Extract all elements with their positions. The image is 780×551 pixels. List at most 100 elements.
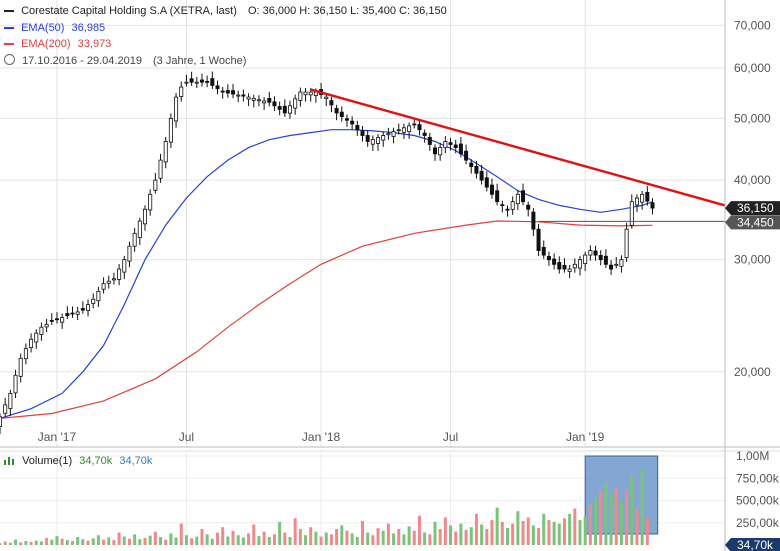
- candle-body: [148, 193, 153, 211]
- candle-body: [111, 278, 116, 281]
- candle-body: [339, 111, 344, 117]
- volume-bar: [107, 537, 111, 545]
- volume-bar: [216, 532, 219, 545]
- candle-body: [422, 132, 427, 136]
- instrument-title: Corestate Capital Holding S.A (XETRA, la…: [21, 5, 237, 17]
- candle-body: [86, 304, 91, 312]
- candle-body: [163, 141, 168, 163]
- support-price-tag: 34,450: [737, 215, 774, 229]
- candle-body: [75, 311, 80, 315]
- candle-body: [184, 81, 189, 84]
- volume-bar: [366, 532, 370, 545]
- candle-body: [495, 190, 500, 203]
- volume-bar: [257, 536, 261, 545]
- volume-bar: [236, 535, 240, 545]
- volume-bar: [640, 469, 644, 545]
- candle-body: [96, 290, 101, 302]
- volume-bar: [50, 539, 54, 545]
- candle-body: [49, 319, 54, 322]
- candle-body: [396, 129, 401, 132]
- volume-bar: [402, 534, 406, 545]
- candle-body: [199, 79, 204, 83]
- volume-bar: [449, 525, 453, 545]
- last-price-tag-box: [725, 201, 780, 216]
- volume-bar: [179, 523, 183, 545]
- candle-body: [117, 268, 122, 280]
- legend-ema50: EMA(50) 36,985: [4, 22, 105, 34]
- candle-body: [552, 258, 557, 265]
- candle-body: [13, 374, 18, 394]
- volume-bar: [537, 528, 541, 545]
- volume-bar: [599, 491, 603, 545]
- volume-bar: [614, 488, 618, 545]
- candle-body: [432, 147, 437, 155]
- volume-bar: [210, 538, 214, 545]
- volume-bar: [127, 538, 131, 545]
- x-tick-label: Jan '19: [566, 430, 605, 444]
- candle-body: [412, 123, 417, 126]
- ema50-line: [0, 129, 653, 419]
- volume-bar: [8, 542, 12, 545]
- y-tick-label: 60,000: [734, 61, 771, 75]
- volume-bar: [609, 493, 613, 545]
- volume-bar: [164, 539, 168, 545]
- candle-body: [44, 323, 49, 328]
- volume-bar: [102, 539, 106, 545]
- volume-bar: [247, 533, 251, 545]
- candle-body: [29, 338, 34, 348]
- candle-body: [614, 263, 619, 266]
- candle-body: [350, 120, 355, 125]
- candle-body: [562, 264, 567, 270]
- candle-body: [401, 127, 406, 133]
- volume-bar: [226, 536, 230, 545]
- candle-body: [578, 259, 583, 269]
- candle-body: [334, 108, 339, 114]
- volume-bar: [521, 520, 525, 545]
- volume-bar: [76, 536, 80, 545]
- ema200-line: [0, 220, 653, 419]
- candle-body: [619, 259, 624, 267]
- volume-bar: [464, 529, 468, 545]
- candle-body: [137, 220, 142, 238]
- candle-body: [194, 81, 199, 84]
- volume-bar: [412, 530, 416, 545]
- candle-body: [23, 348, 28, 360]
- volume-bar: [381, 530, 385, 545]
- x-tick-label: Jan '18: [302, 430, 341, 444]
- candle-body: [640, 193, 645, 203]
- candle-body: [277, 106, 282, 110]
- candle-body: [210, 78, 215, 86]
- volume-bar: [392, 533, 396, 545]
- candle-body: [142, 208, 147, 225]
- volume-tick-label: 750,00k: [736, 471, 780, 485]
- candle-body: [629, 201, 634, 226]
- volume-bar: [474, 513, 478, 545]
- candle-body: [438, 147, 443, 156]
- volume-bar: [433, 521, 437, 545]
- volume-bar: [71, 540, 74, 545]
- volume-bar: [438, 528, 442, 545]
- candle-body: [448, 142, 453, 145]
- candle-body: [484, 177, 489, 188]
- candle-body: [531, 211, 536, 230]
- candle-body: [65, 313, 70, 317]
- volume-bar: [361, 520, 364, 545]
- candle-body: [489, 184, 494, 195]
- candle-body: [500, 204, 505, 207]
- volume-bar: [542, 513, 546, 545]
- candle-body: [474, 165, 479, 174]
- candle-body: [370, 139, 375, 145]
- candle-body: [355, 125, 360, 131]
- candle-body: [262, 100, 267, 104]
- candle-body: [603, 255, 608, 265]
- volume-tick-label: 250,00k: [736, 516, 780, 530]
- volume-bar: [34, 540, 38, 545]
- volume-bar: [65, 540, 69, 545]
- candle-body: [541, 246, 546, 256]
- trend-line: [310, 88, 726, 207]
- candle-body: [174, 96, 179, 122]
- candle-body: [588, 250, 593, 256]
- ema200-label: EMA(200): [21, 38, 71, 50]
- candle-body: [101, 283, 106, 290]
